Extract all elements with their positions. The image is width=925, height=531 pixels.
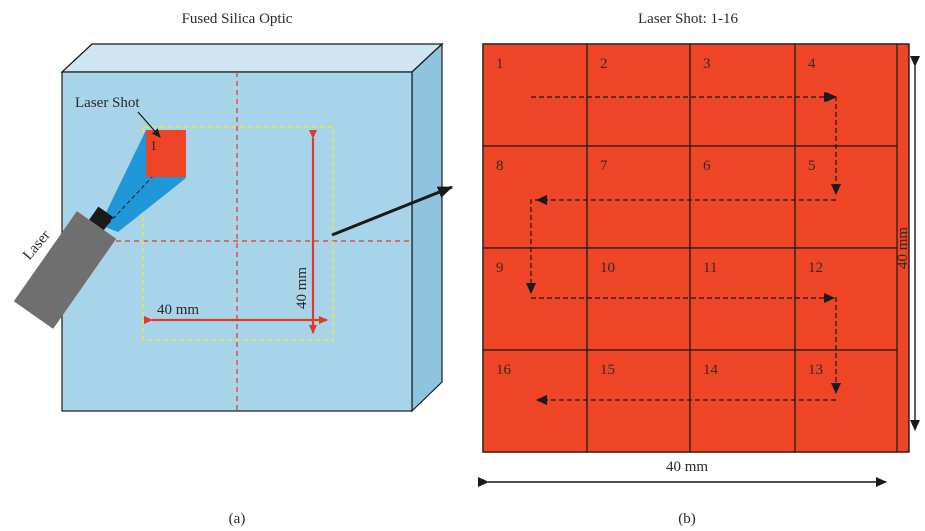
grid-cell [794, 247, 898, 351]
grid-cell [794, 43, 898, 147]
panel-a-caption: (a) [229, 511, 246, 527]
cell-number: 16 [496, 362, 512, 378]
cell-number: 10 [600, 260, 615, 276]
cell-number: 13 [808, 362, 823, 378]
height-dimension-label: 40 mm [294, 267, 310, 309]
scan-path-row-2 [530, 199, 836, 293]
scan-path-row-3 [531, 297, 837, 392]
grid-cell [689, 247, 796, 351]
width-dimension-label: 40 mm [157, 302, 199, 318]
optic-side-face [411, 42, 443, 413]
grid-cell [586, 349, 691, 453]
panel-a-title: Fused Silica Optic [182, 11, 293, 27]
grid-cell [482, 349, 588, 453]
grid-width-label: 40 mm [666, 459, 708, 475]
cell-number: 6 [703, 158, 711, 174]
laser-nozzle [89, 206, 114, 231]
grid-cell [689, 349, 796, 453]
laser-shot-square [146, 130, 186, 177]
panel-a: Fused Silica Optic 1 Laser Laser Shot 40… [13, 11, 453, 527]
cell-number: 12 [808, 260, 823, 276]
grid-cell [689, 43, 796, 147]
optic-top-face [60, 43, 444, 73]
panel-b-caption: (b) [678, 511, 696, 527]
cell-number: 7 [600, 158, 608, 174]
cell-number: 4 [808, 56, 816, 72]
grid-cell [586, 247, 691, 351]
cell-number: 9 [496, 260, 504, 276]
cell-number: 1 [496, 56, 504, 72]
laser-shot-pointer [137, 111, 161, 138]
grid-cell [586, 43, 691, 147]
shot-number: 1 [150, 139, 157, 154]
laser-shot-label: Laser Shot [75, 95, 140, 111]
cell-number: 14 [703, 362, 719, 378]
grid-cell [794, 349, 898, 453]
cell-number: 11 [703, 260, 717, 276]
zoom-arrow [331, 185, 453, 237]
cell-number: 15 [600, 362, 615, 378]
cell-number: 5 [808, 158, 816, 174]
laser-device [13, 206, 117, 329]
cell-number: 8 [496, 158, 504, 174]
grid-cell [794, 145, 898, 249]
cell-number: 3 [703, 56, 711, 72]
cell-number: 2 [600, 56, 608, 72]
laser-body [13, 211, 117, 329]
panel-b-title: Laser Shot: 1-16 [638, 11, 738, 27]
grid-height-label: 40 mm [895, 227, 911, 269]
grid-cell [689, 145, 796, 249]
